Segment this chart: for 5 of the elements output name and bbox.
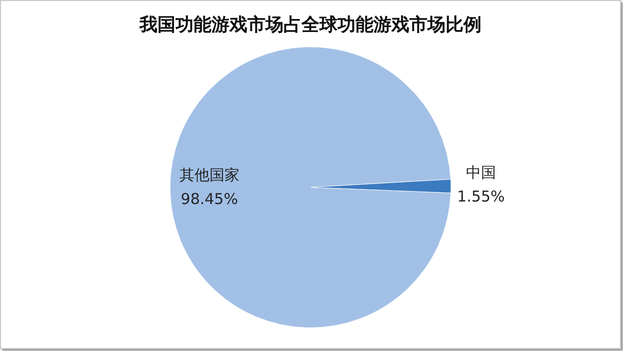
data-label: 1.55% <box>457 188 505 206</box>
slice-label: 其他国家 <box>179 166 240 184</box>
data-label: 98.45% <box>180 190 238 208</box>
slice-label: 中国 <box>466 164 496 182</box>
chart-title: 我国功能游戏市场占全球功能游戏市场比例 <box>138 14 482 36</box>
